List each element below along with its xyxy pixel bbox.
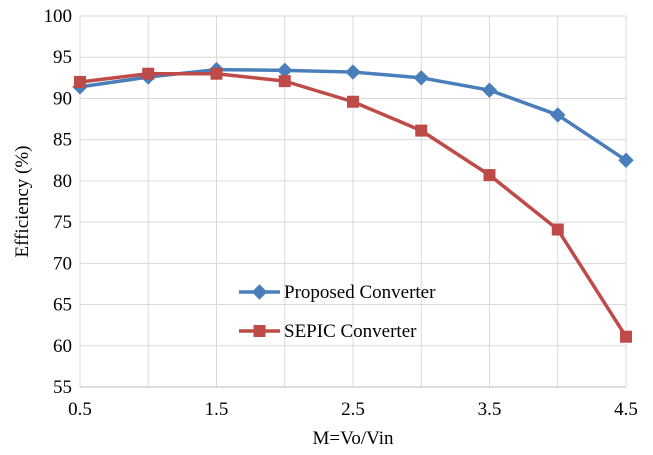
data-point-proposed-converter-8 bbox=[618, 152, 634, 168]
data-point-sepic-converter-4 bbox=[347, 95, 359, 108]
data-point-sepic-converter-3 bbox=[278, 75, 291, 88]
y-tick-label-75: 75 bbox=[53, 212, 72, 233]
legend-marker-shape-proposed-converter bbox=[251, 284, 268, 300]
y-tick-label-65: 65 bbox=[53, 295, 72, 316]
data-point-sepic-converter-1 bbox=[142, 67, 155, 80]
y-tick-label-55: 55 bbox=[53, 377, 72, 398]
legend-marker-proposed-converter bbox=[251, 284, 268, 300]
legend-label-proposed-converter: Proposed Converter bbox=[284, 282, 436, 303]
legend: Proposed Converter SEPIC Converter bbox=[239, 282, 436, 342]
y-tick-label-60: 60 bbox=[53, 336, 72, 357]
legend-marker-sepic-converter bbox=[253, 325, 266, 337]
data-point-proposed-converter-5 bbox=[413, 70, 429, 86]
x-tick-label-2-5: 2.5 bbox=[341, 399, 365, 420]
series-sepic-converter bbox=[74, 67, 632, 343]
x-tick-label-3-5: 3.5 bbox=[478, 399, 502, 420]
data-point-proposed-converter-4 bbox=[345, 64, 361, 80]
legend-item-proposed-converter: Proposed Converter bbox=[239, 282, 436, 303]
y-tick-label-70: 70 bbox=[53, 253, 72, 274]
data-point-sepic-converter-8 bbox=[620, 330, 632, 343]
data-point-proposed-converter-7 bbox=[550, 107, 566, 123]
data-point-sepic-converter-6 bbox=[483, 169, 496, 182]
data-point-sepic-converter-0 bbox=[74, 75, 86, 88]
y-tick-label-100: 100 bbox=[44, 6, 73, 27]
data-point-sepic-converter-5 bbox=[415, 124, 428, 137]
y-tick-label-80: 80 bbox=[53, 171, 72, 192]
data-point-sepic-converter-2 bbox=[210, 67, 223, 80]
legend-marker-shape-sepic-converter bbox=[253, 325, 266, 337]
y-tick-label-95: 95 bbox=[53, 47, 72, 68]
tick-label-layer: 55 60 65 70 75 80 85 90 95 100 0.5 1.5 2.5 3.5 4.5 bbox=[44, 6, 638, 420]
y-tick-label-85: 85 bbox=[53, 130, 72, 151]
x-tick-label-1-5: 1.5 bbox=[205, 399, 229, 420]
y-axis-title: Efficiency (%) bbox=[12, 145, 33, 257]
series-layer bbox=[72, 61, 634, 343]
legend-label-sepic-converter: SEPIC Converter bbox=[284, 321, 417, 342]
x-tick-label-0-5: 0.5 bbox=[68, 399, 92, 420]
data-point-proposed-converter-6 bbox=[481, 82, 498, 98]
legend-item-sepic-converter: SEPIC Converter bbox=[239, 321, 417, 342]
x-tick-label-4-5: 4.5 bbox=[614, 399, 638, 420]
x-axis-title: M=Vo/Vin bbox=[312, 428, 394, 449]
y-tick-label-90: 90 bbox=[53, 88, 72, 109]
data-point-sepic-converter-7 bbox=[551, 223, 564, 236]
